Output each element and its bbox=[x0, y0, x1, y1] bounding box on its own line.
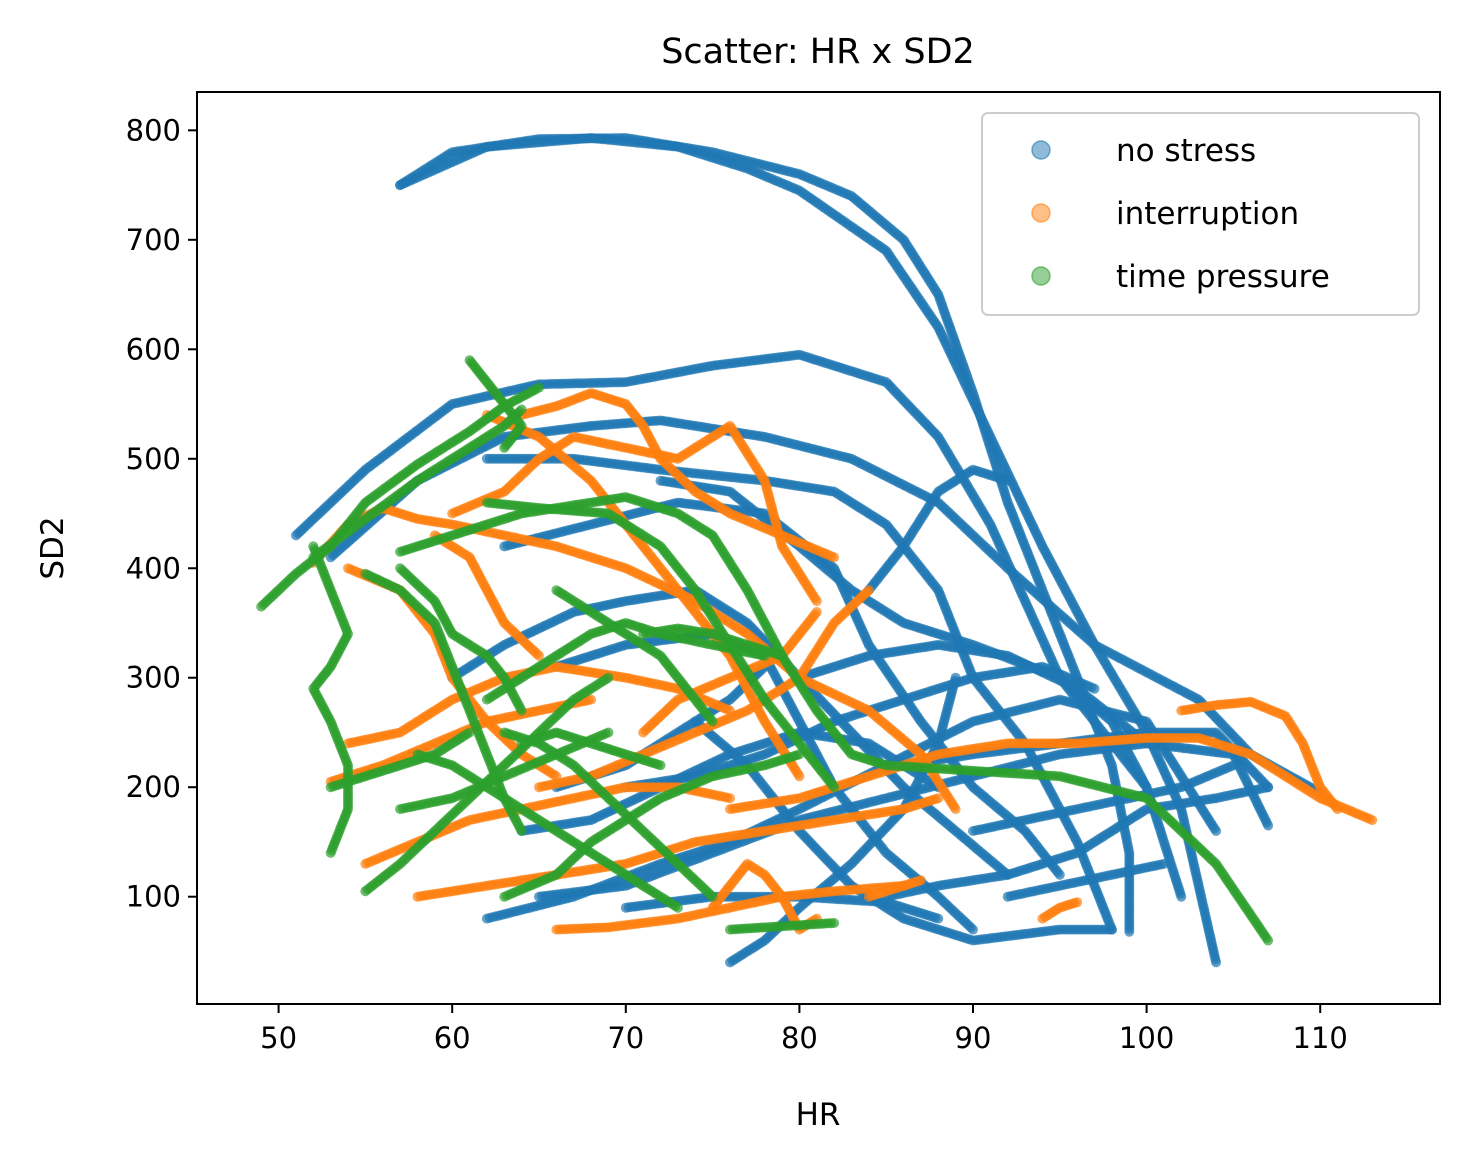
data-point bbox=[1054, 869, 1065, 880]
data-layer bbox=[256, 133, 1378, 968]
data-point bbox=[1211, 826, 1222, 836]
data-point bbox=[1263, 782, 1274, 793]
data-point bbox=[1106, 924, 1117, 935]
data-point bbox=[950, 672, 961, 683]
data-point bbox=[1263, 820, 1274, 831]
data-point bbox=[1002, 475, 1013, 486]
data-point bbox=[1211, 957, 1222, 968]
data-point bbox=[1159, 858, 1169, 869]
data-point bbox=[1124, 926, 1135, 937]
chart-title: Scatter: HR x SD2 bbox=[661, 32, 975, 72]
data-point bbox=[1176, 891, 1187, 902]
data-point bbox=[1228, 760, 1239, 771]
data-point bbox=[933, 913, 944, 924]
data-point bbox=[1089, 683, 1100, 694]
data-point bbox=[968, 924, 978, 935]
